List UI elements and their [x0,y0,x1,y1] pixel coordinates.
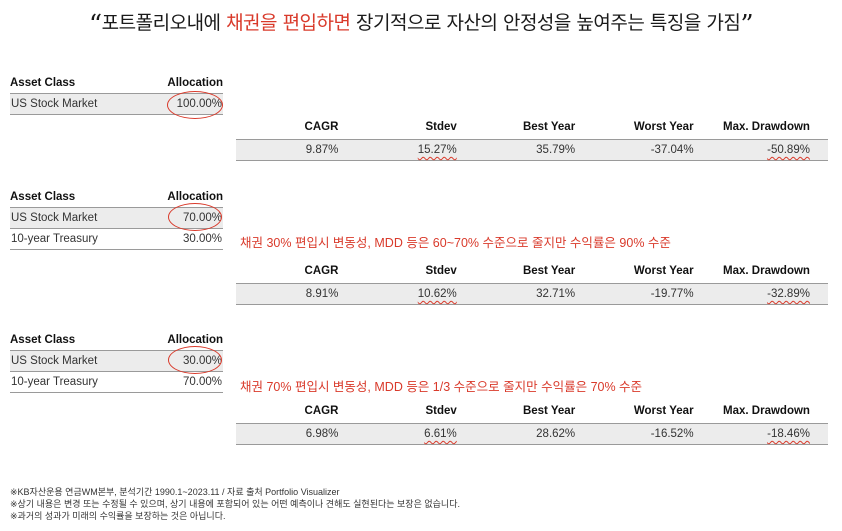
allocation-table-3: Asset Class Allocation US Stock Market 3… [10,334,223,393]
stdev-value: 15.27% [417,144,457,156]
max-drawdown-value: -50.89% [767,144,810,156]
allocation-value: 30.00% [182,233,222,245]
worst-year-value: -16.52% [650,428,694,440]
best-year-header: Best Year [522,405,576,417]
cagr-value: 9.87% [305,144,339,156]
asset-name: 10-year Treasury [11,233,98,245]
title-highlight-include: 편입하면 [282,12,351,34]
best-year-value: 35.79% [536,144,576,156]
title-highlight-bonds: 채권을 [226,12,278,34]
best-year-value: 28.62% [536,428,576,440]
max-drawdown-header: Max. Drawdown [723,265,810,277]
asset-name: 10-year Treasury [11,376,98,388]
stats-row: 6.98% 6.61% 28.62% -16.52% -18.46% [236,423,828,445]
page-title: “포트폴리오내에 채권을 편입하면 장기적으로 자산의 안정성을 높여주는 특징… [88,10,754,40]
allocation-table-2: Asset Class Allocation US Stock Market 7… [10,191,223,250]
stats-table-1: CAGR Stdev Best Year Worst Year Max. Dra… [236,121,828,161]
stats-table-3: CAGR Stdev Best Year Worst Year Max. Dra… [236,405,828,445]
cagr-header: CAGR [304,121,339,133]
allocation-header: Allocation [167,191,223,203]
table-row: 10-year Treasury 30.00% [10,229,223,250]
allocation-value: 70.00% [182,376,222,388]
cagr-value: 8.91% [305,288,339,300]
best-year-value: 32.71% [536,288,576,300]
max-drawdown-value: -32.89% [767,288,810,300]
cagr-value: 6.98% [305,428,339,440]
note-70-percent: 채권 70% 편입시 변동성, MDD 등은 1/3 수준으로 줄지만 수익률은… [240,380,643,394]
worst-year-value: -37.04% [650,144,694,156]
max-drawdown-value: -18.46% [767,428,810,440]
footnotes: ※KB자산운용 연금WM본부, 분석기간 1990.1~2023.11 / 자료… [10,486,460,522]
asset-name: US Stock Market [11,355,98,367]
asset-class-header: Asset Class [10,77,76,89]
best-year-header: Best Year [522,265,576,277]
note-30-percent: 채권 30% 편입시 변동성, MDD 등은 60~70% 수준으로 줄지만 수… [240,236,671,250]
asset-class-header: Asset Class [10,191,76,203]
footnote-past-performance: ※과거의 성과가 미래의 수익률을 보장하는 것은 아닙니다. [10,511,226,521]
allocation-table-1: Asset Class Allocation US Stock Market 1… [10,77,223,119]
footnote-source: ※KB자산운용 연금WM본부, 분석기간 1990.1~2023.11 / 자료… [10,487,340,497]
stdev-value: 6.61% [424,428,457,440]
max-drawdown-header: Max. Drawdown [723,121,810,133]
cagr-header: CAGR [304,265,339,277]
max-drawdown-header: Max. Drawdown [723,405,810,417]
worst-year-value: -19.77% [650,288,694,300]
best-year-header: Best Year [522,121,576,133]
asset-name: US Stock Market [11,212,98,224]
asset-class-header: Asset Class [10,334,76,346]
allocation-header: Allocation [167,77,223,89]
asset-name: US Stock Market [11,98,98,110]
stats-table-2: CAGR Stdev Best Year Worst Year Max. Dra… [236,265,828,305]
allocation-header: Allocation [167,334,223,346]
highlight-circle [168,346,222,374]
worst-year-header: Worst Year [633,265,694,277]
cagr-header: CAGR [304,405,339,417]
stats-row: 8.91% 10.62% 32.71% -19.77% -32.89% [236,283,828,305]
footnote-disclaimer: ※상기 내용은 변경 또는 수정될 수 있으며, 상기 내용에 포함되어 있는 … [10,499,460,509]
stdev-header: Stdev [425,265,457,277]
stdev-header: Stdev [425,405,457,417]
highlight-circle [167,91,223,119]
worst-year-header: Worst Year [633,405,694,417]
stdev-header: Stdev [425,121,457,133]
table-row: 10-year Treasury 70.00% [10,372,223,393]
worst-year-header: Worst Year [633,121,694,133]
stats-row: 9.87% 15.27% 35.79% -37.04% -50.89% [236,139,828,161]
stdev-value: 10.62% [417,288,457,300]
highlight-circle [168,203,222,231]
